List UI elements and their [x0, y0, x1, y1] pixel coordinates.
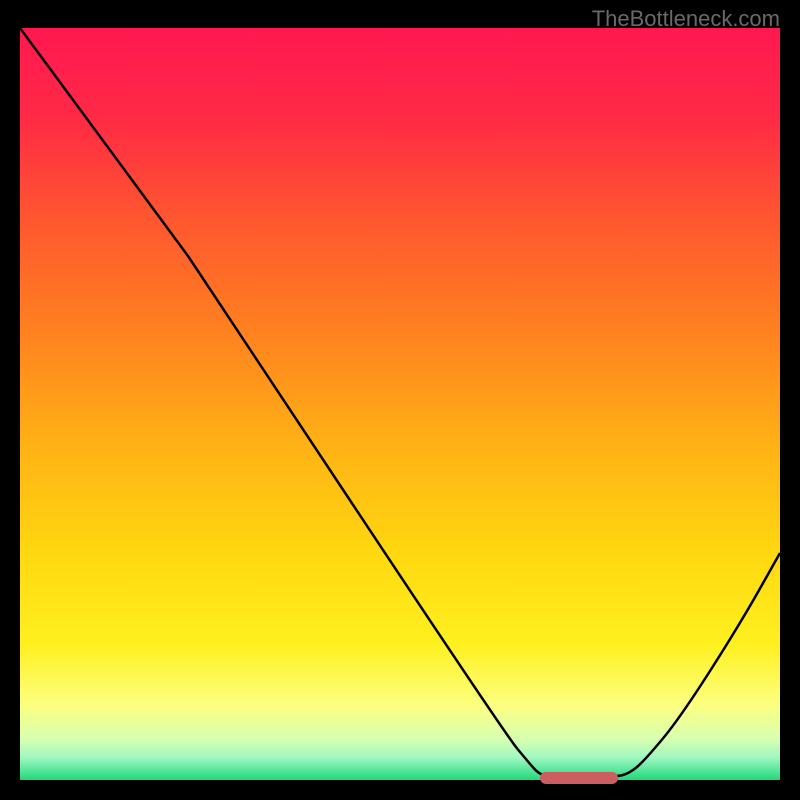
optimal-marker: [540, 772, 618, 784]
plot-area: [20, 28, 780, 780]
bottleneck-curve: [20, 28, 780, 780]
watermark-text: TheBottleneck.com: [592, 6, 780, 32]
